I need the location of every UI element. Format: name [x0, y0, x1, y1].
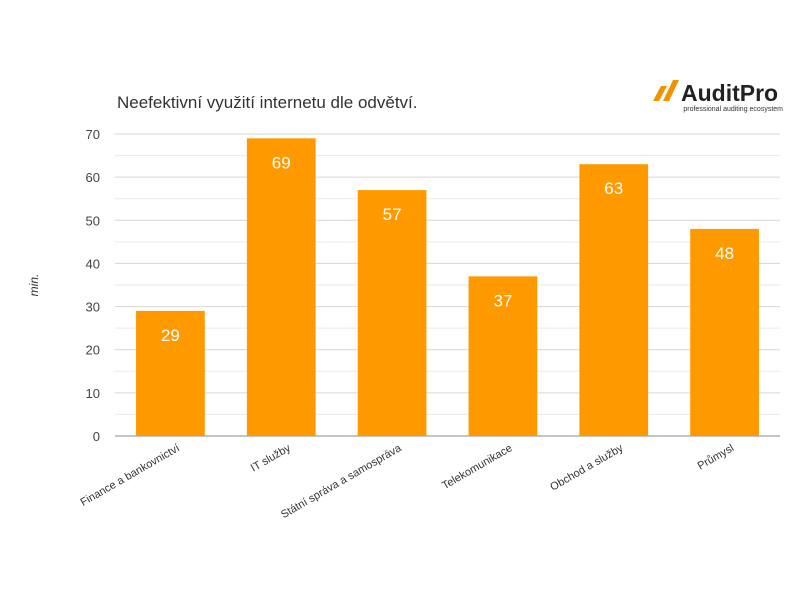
chart-title: Neefektivní využití internetu dle odvětv…	[117, 93, 418, 112]
data-label: 69	[272, 153, 291, 172]
logo-tagline: professional auditing ecosystem	[683, 106, 783, 113]
data-label: 48	[715, 244, 734, 263]
y-tick-label: 50	[86, 213, 100, 228]
y-axis-ticks: 0 10 20 30 40 50 60 70	[86, 127, 100, 444]
x-category-label: Finance a bankovnictví	[78, 442, 181, 509]
bar	[246, 138, 316, 437]
y-tick-label: 70	[86, 127, 100, 142]
y-tick-label: 0	[93, 429, 100, 444]
data-label: 29	[161, 326, 180, 345]
bar	[690, 228, 759, 436]
y-axis-title: min.	[27, 274, 41, 297]
logo-text: AuditPro	[681, 80, 778, 106]
data-label: 63	[604, 179, 623, 198]
x-category-label: Průmysl	[696, 442, 736, 472]
y-tick-label: 60	[86, 170, 100, 185]
data-label: 37	[493, 291, 512, 310]
bar	[357, 190, 427, 436]
y-tick-label: 10	[86, 386, 100, 401]
auditpro-logo: AuditPro professional auditing ecosystem	[653, 80, 783, 113]
bar	[136, 310, 205, 436]
bar	[579, 164, 649, 436]
data-label: 57	[383, 205, 402, 224]
gridlines	[115, 133, 780, 437]
y-tick-label: 40	[86, 256, 100, 271]
x-category-label: IT služby	[249, 442, 293, 475]
bars	[136, 138, 759, 437]
data-labels: 29 69 57 37 63 48	[161, 153, 734, 345]
logo-mark-left	[653, 86, 667, 101]
y-tick-label: 30	[86, 300, 100, 315]
x-category-label: Státní správa a samospráva	[279, 442, 404, 521]
y-tick-label: 20	[86, 343, 100, 358]
x-category-label: Telekomunikace	[440, 442, 514, 492]
x-category-label: Obchod a služby	[548, 442, 625, 494]
bar	[468, 276, 538, 436]
logo-mark-right	[663, 80, 679, 101]
